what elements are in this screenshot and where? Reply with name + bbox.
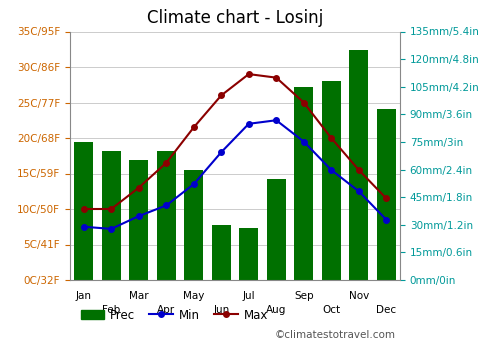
Text: Mar: Mar [129, 291, 148, 301]
Text: Sep: Sep [294, 291, 314, 301]
Bar [294, 87, 314, 280]
Text: Feb: Feb [102, 305, 120, 315]
Text: Dec: Dec [376, 305, 396, 315]
Bar [184, 169, 204, 280]
Text: Nov: Nov [348, 291, 369, 301]
Text: Jan: Jan [76, 291, 92, 301]
Text: Jul: Jul [242, 291, 255, 301]
Bar [239, 229, 258, 280]
Bar [376, 109, 396, 280]
Bar [212, 225, 231, 280]
Bar [322, 81, 341, 280]
Bar [349, 50, 368, 280]
Bar [74, 142, 94, 280]
Text: Jun: Jun [213, 305, 230, 315]
Title: Climate chart - Losinj: Climate chart - Losinj [147, 9, 323, 27]
Bar [102, 151, 121, 280]
Text: Apr: Apr [157, 305, 176, 315]
Legend: Prec, Min, Max: Prec, Min, Max [76, 304, 272, 326]
Text: Oct: Oct [322, 305, 340, 315]
Text: May: May [183, 291, 204, 301]
Text: Aug: Aug [266, 305, 286, 315]
Bar [156, 151, 176, 280]
Text: ©climatestotravel.com: ©climatestotravel.com [275, 329, 396, 340]
Bar [129, 160, 148, 280]
Bar [266, 179, 286, 280]
